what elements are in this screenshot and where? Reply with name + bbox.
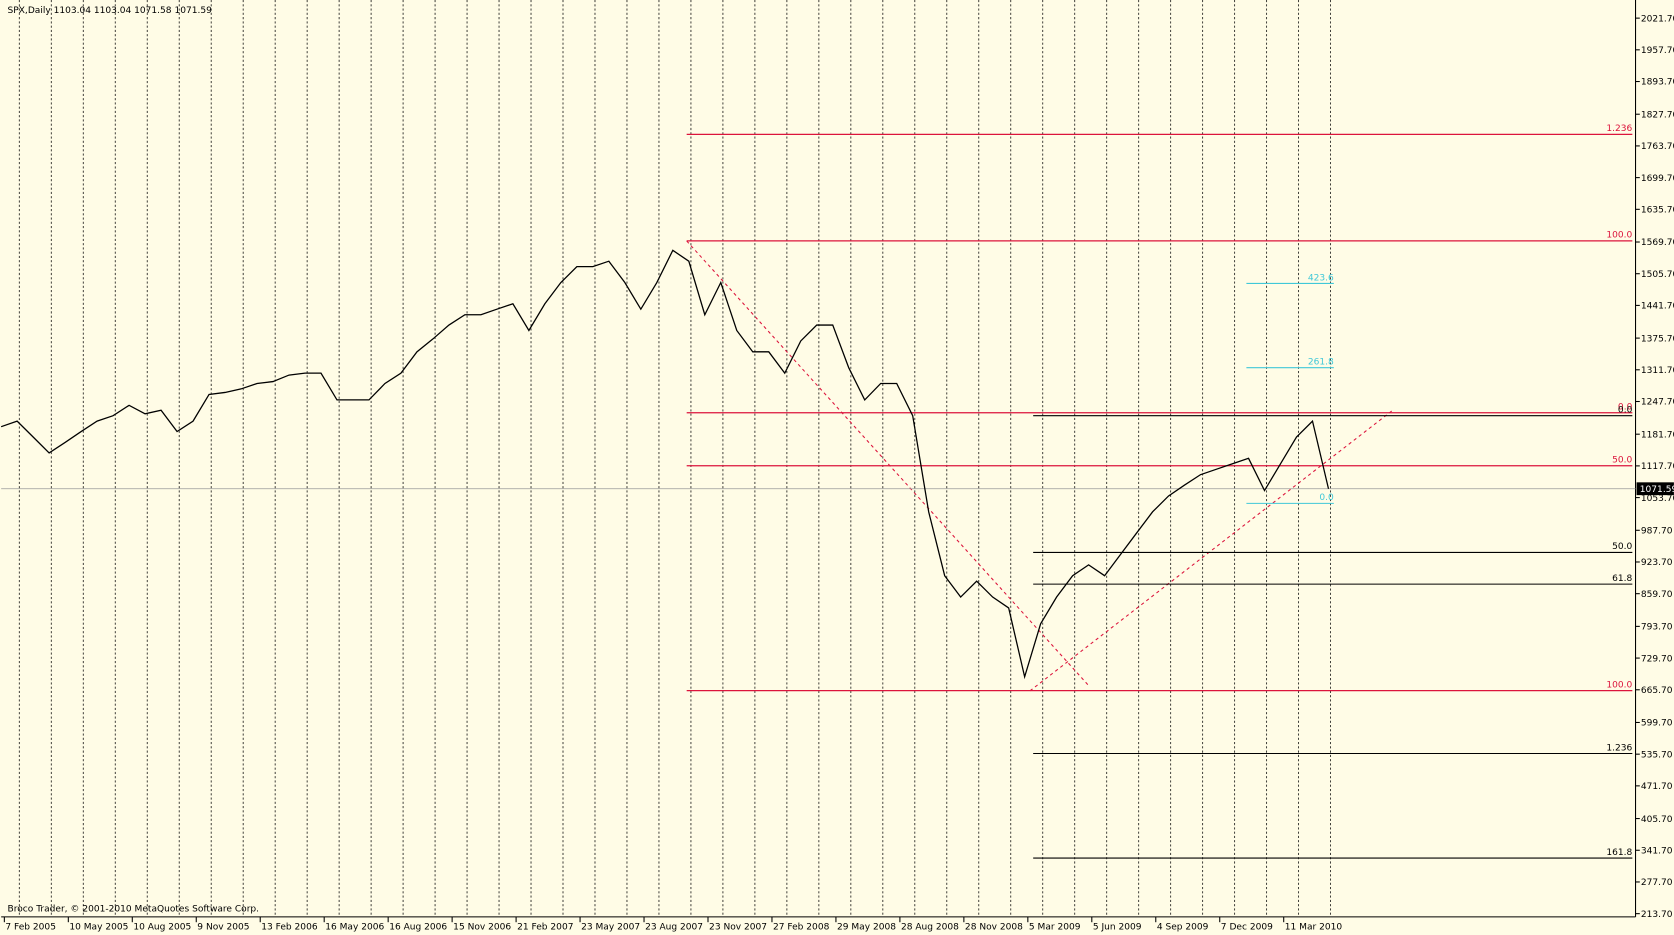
x-tick-label: 9 Nov 2005 <box>197 923 249 933</box>
x-tick-label: 11 Mar 2010 <box>1285 923 1343 933</box>
y-tick-label: 1311.70 <box>1641 366 1674 376</box>
y-tick-label: 1893.70 <box>1641 78 1674 88</box>
level-label: 0.0 <box>1618 406 1633 416</box>
y-tick-label: 1247.70 <box>1641 398 1674 408</box>
level-label: 61.8 <box>1612 574 1632 584</box>
y-tick-label: 665.70 <box>1641 686 1673 696</box>
level-label: 261.8 <box>1308 357 1334 367</box>
x-tick-label: 7 Dec 2009 <box>1221 923 1273 933</box>
y-tick-label: 405.70 <box>1641 815 1673 825</box>
x-tick-label: 10 May 2005 <box>69 923 128 933</box>
y-tick-label: 1827.70 <box>1641 110 1674 120</box>
last-price-label: 1071.59 <box>1640 485 1674 495</box>
y-tick-label: 471.70 <box>1641 782 1673 792</box>
y-tick-label: 729.70 <box>1641 654 1673 664</box>
price-line <box>0 249 1330 680</box>
y-tick-label: 793.70 <box>1641 623 1673 633</box>
y-tick-label: 1505.70 <box>1641 270 1674 280</box>
y-tick-label: 2021.70 <box>1641 14 1674 24</box>
y-tick-label: 1699.70 <box>1641 174 1674 184</box>
trend-line <box>686 240 1090 686</box>
x-tick-label: 7 Feb 2005 <box>5 923 56 933</box>
y-tick-label: 987.70 <box>1641 526 1673 536</box>
x-tick-label: 5 Mar 2009 <box>1029 923 1081 933</box>
x-tick-label: 13 Feb 2006 <box>261 923 318 933</box>
y-tick-label: 1441.70 <box>1641 302 1674 312</box>
y-tick-label: 1375.70 <box>1641 334 1674 344</box>
x-tick-label: 29 May 2008 <box>837 923 896 933</box>
x-tick-label: 4 Sep 2009 <box>1157 923 1209 933</box>
y-tick-label: 1181.70 <box>1641 430 1674 440</box>
x-tick-label: 16 May 2006 <box>325 923 384 933</box>
footer: Broco Trader, © 2001-2010 MetaQuotes Sof… <box>8 905 260 915</box>
chart-title: SPX,Daily 1103.04 1103.04 1071.58 1071.5… <box>8 6 213 16</box>
level-label: 423.6 <box>1308 273 1334 283</box>
grid <box>18 0 1331 917</box>
last-price-box <box>1636 482 1674 496</box>
y-tick-label: 1053.70 <box>1641 494 1674 504</box>
x-tick-label: 23 May 2007 <box>581 923 640 933</box>
level-label: 1.236 <box>1606 124 1632 134</box>
y-tick-label: 1635.70 <box>1641 206 1674 216</box>
level-label: 100.0 <box>1606 231 1632 241</box>
level-label: 50.0 <box>1612 456 1632 466</box>
x-tick-label: 28 Aug 2008 <box>901 923 959 933</box>
level-label: 1.236 <box>1606 743 1632 753</box>
y-tick-label: 341.70 <box>1641 846 1673 856</box>
x-tick-label: 10 Aug 2005 <box>133 923 191 933</box>
x-tick-label: 16 Aug 2006 <box>389 923 447 933</box>
x-tick-label: 23 Nov 2007 <box>709 923 767 933</box>
level-label: 0.0 <box>1319 493 1334 503</box>
y-tick-label: 859.70 <box>1641 590 1673 600</box>
y-tick-label: 1763.70 <box>1641 142 1674 152</box>
y-tick-label: 535.70 <box>1641 750 1673 760</box>
y-tick-label: 923.70 <box>1641 558 1673 568</box>
y-tick-label: 1957.70 <box>1641 46 1674 56</box>
y-tick-label: 213.70 <box>1641 910 1673 920</box>
x-tick-label: 27 Feb 2008 <box>773 923 830 933</box>
y-tick-label: 1569.70 <box>1641 238 1674 248</box>
level-label: 0.0 <box>1618 403 1633 413</box>
y-tick-label: 599.70 <box>1641 719 1673 729</box>
x-tick-label: 21 Feb 2007 <box>517 923 573 933</box>
level-label: 100.0 <box>1606 680 1632 690</box>
x-tick-label: 23 Aug 2007 <box>645 923 703 933</box>
y-tick-label: 1117.70 <box>1641 462 1674 472</box>
x-tick-label: 28 Nov 2008 <box>965 923 1023 933</box>
level-label: 50.0 <box>1612 542 1632 552</box>
y-tick-label: 277.70 <box>1641 878 1673 888</box>
x-tick-label: 5 Jun 2009 <box>1093 923 1142 933</box>
level-label: 161.8 <box>1606 848 1632 858</box>
x-tick-label: 15 Nov 2006 <box>453 923 511 933</box>
